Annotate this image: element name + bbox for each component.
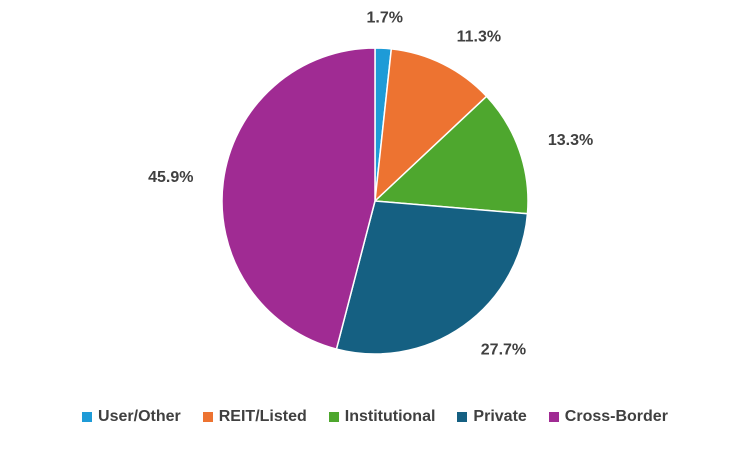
legend-item-reit-listed: REIT/Listed	[202, 408, 307, 426]
legend-swatch-cross-border	[548, 412, 559, 422]
legend-swatch-private	[457, 412, 468, 422]
legend: User/Other REIT/Listed Institutional Pri…	[0, 408, 750, 426]
legend-item-user-other: User/Other	[82, 408, 181, 426]
data-label-institutional: 13.3%	[548, 132, 593, 149]
legend-item-cross-border: Cross-Border	[548, 408, 668, 426]
legend-item-institutional: Institutional	[328, 408, 436, 426]
legend-swatch-user-other	[82, 412, 93, 422]
legend-label-user-other: User/Other	[98, 408, 181, 425]
data-label-user-other: 1.7%	[367, 9, 403, 26]
legend-label-cross-border: Cross-Border	[564, 408, 668, 425]
pie-slice-institutional	[373, 95, 529, 215]
legend-item-private: Private	[457, 408, 527, 426]
data-label-private: 27.7%	[481, 342, 526, 359]
pie-slice-cross-border	[221, 47, 376, 350]
data-label-reit-listed: 11.3%	[457, 28, 501, 45]
legend-label-private: Private	[473, 408, 527, 425]
legend-swatch-institutional	[328, 412, 339, 422]
pie-slice-private	[335, 200, 529, 355]
legend-swatch-reit-listed	[202, 412, 213, 422]
data-label-cross-border: 45.9%	[148, 169, 193, 186]
pie-slice-reit-listed	[374, 48, 488, 203]
legend-label-reit-listed: REIT/Listed	[218, 408, 307, 425]
legend-label-institutional: Institutional	[344, 408, 436, 425]
